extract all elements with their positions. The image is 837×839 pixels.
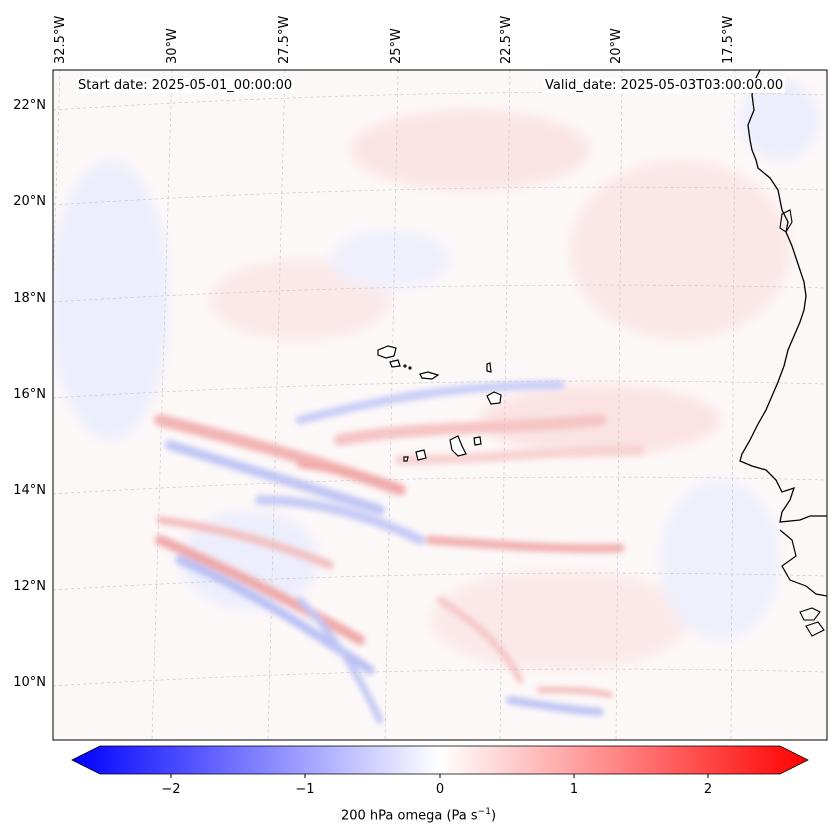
lat-label: 16°N [13, 387, 46, 402]
omega-field [53, 80, 820, 670]
lon-label: 27.5°W [277, 15, 292, 64]
colorbar-tick-label: 1 [569, 782, 579, 797]
colorbar [71, 745, 809, 778]
lat-label: 20°N [13, 194, 46, 209]
lat-label: 18°N [13, 291, 46, 306]
lat-label: 14°N [13, 483, 46, 498]
colorbar-tick-label: −2 [161, 782, 181, 797]
lon-label: 30°W [165, 28, 180, 64]
colorbar-tick-label: 0 [435, 782, 445, 797]
colorbar-tick-label: −1 [295, 782, 315, 797]
lat-label: 22°N [13, 98, 46, 113]
lat-label: 10°N [13, 675, 46, 690]
africa-coastline [739, 70, 827, 523]
lon-label: 32.5°W [53, 15, 68, 64]
lon-label: 20°W [609, 28, 624, 64]
cape-verde-islands [377, 345, 502, 462]
lon-label: 25°W [389, 28, 404, 64]
lon-label: 17.5°W [721, 15, 736, 64]
start-date-label: Start date: 2025-05-01_00:00:00 [76, 78, 295, 93]
colorbar-tick-label: 2 [703, 782, 713, 797]
lat-label: 12°N [13, 579, 46, 594]
lon-label: 22.5°W [499, 15, 514, 64]
colorbar-label: 200 hPa omega (Pa s−1) [340, 807, 497, 824]
valid-date-label: Valid_date: 2025-05-03T03:00:00.00 [543, 78, 786, 93]
graticule [53, 70, 827, 740]
